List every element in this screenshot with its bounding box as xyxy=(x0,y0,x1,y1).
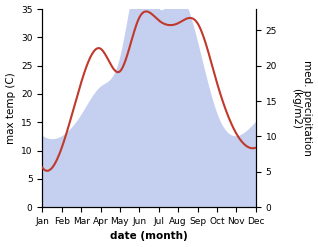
Y-axis label: med. precipitation
(kg/m2): med. precipitation (kg/m2) xyxy=(291,60,313,156)
Y-axis label: max temp (C): max temp (C) xyxy=(5,72,16,144)
X-axis label: date (month): date (month) xyxy=(110,231,188,242)
